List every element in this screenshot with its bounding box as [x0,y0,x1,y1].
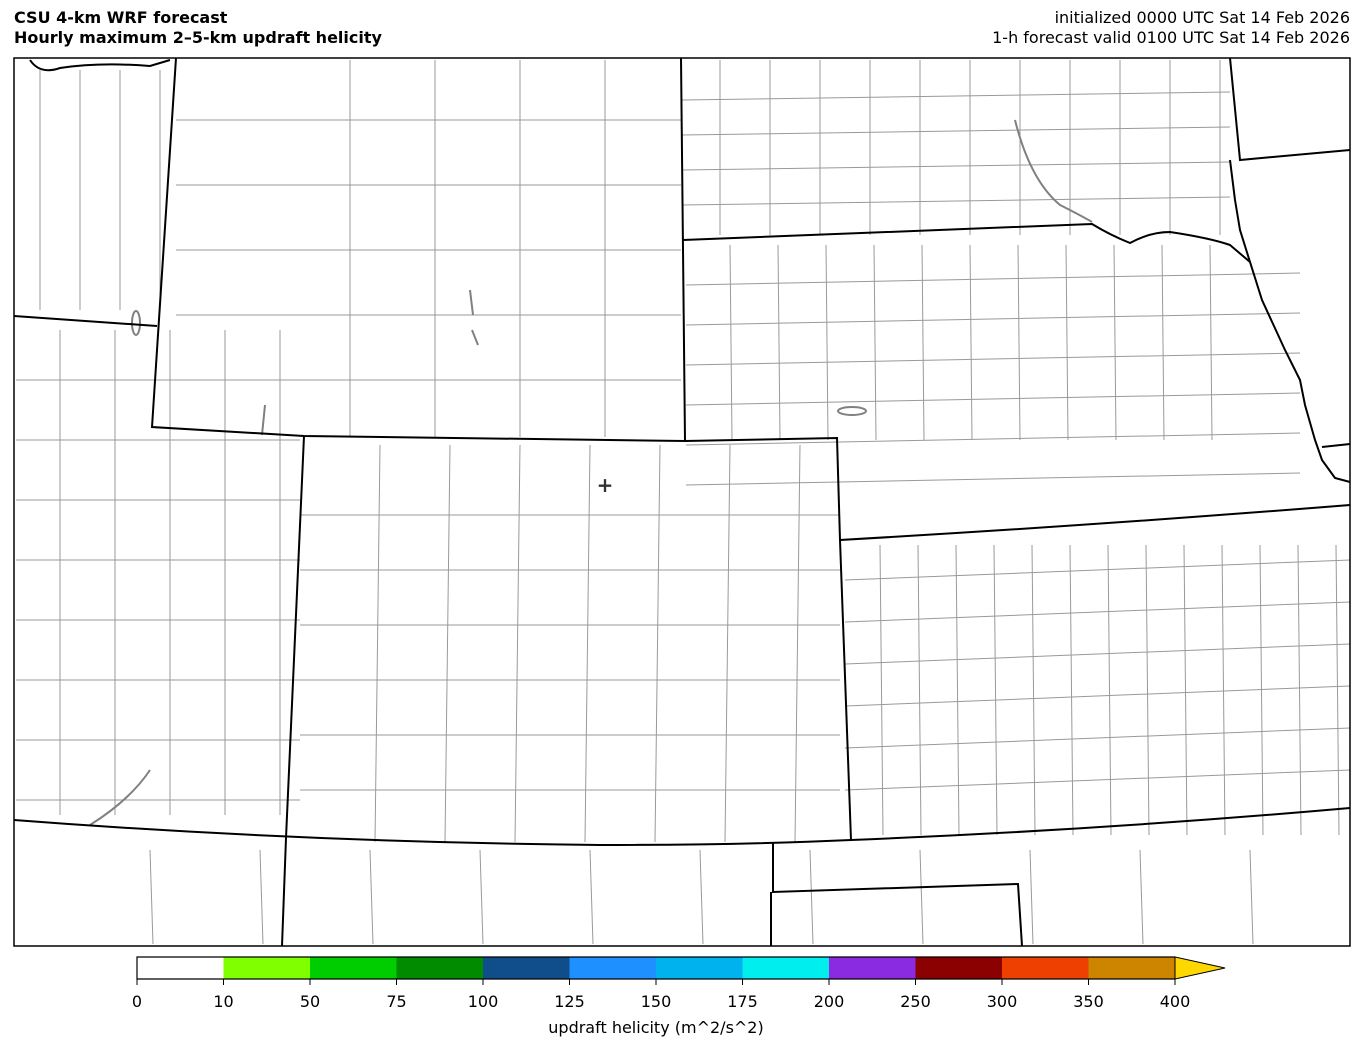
county-line [685,472,1301,486]
colorbar-segment [396,957,484,979]
county-line [1249,849,1254,945]
county-line [993,544,998,836]
colorbar-tick-label: 10 [213,992,234,1011]
county-line [584,444,591,843]
plus-marker-icon: + [597,473,614,497]
colorbar [136,956,1226,985]
county-line [1017,244,1021,441]
county-line [825,244,829,441]
init-time: initialized 0000 UTC Sat 14 Feb 2026 [1054,8,1350,27]
valid-time: 1-h forecast valid 0100 UTC Sat 14 Feb 2… [992,28,1350,47]
colorbar-segment [137,957,224,979]
county-line [879,544,884,836]
county-line [1297,544,1302,836]
title-line1: CSU 4-km WRF forecast [14,8,228,27]
county-line [681,91,1231,101]
county-line [955,544,960,836]
colorbar-tick-label: 125 [554,992,585,1011]
county-line [685,272,1301,286]
county-line [681,196,1231,206]
county-line [681,126,1231,136]
colorbar-segment [829,957,916,979]
colorbar-segment [310,957,397,979]
county-line [589,849,594,945]
county-line [1139,849,1144,945]
county-line [514,444,521,843]
county-line [969,244,973,441]
county-line [1069,544,1074,836]
colorbar-segment [742,957,830,979]
county-line [729,244,733,441]
colorbar-tick-label: 400 [1159,992,1191,1011]
colorbar-segment [1002,957,1089,979]
county-line [921,244,925,441]
colorbar-segment [915,957,1003,979]
county-line [844,559,1351,581]
county-line [844,727,1351,749]
colorbar-segment [483,957,570,979]
county-line [917,544,922,836]
county-line [699,849,704,945]
colorbar-segment [223,957,311,979]
county-line [844,643,1351,665]
county-line [444,444,451,843]
county-line [259,849,264,945]
county-line [1161,244,1165,441]
colorbar-tick-label: 250 [900,992,931,1011]
county-line [685,312,1301,326]
county-line [1335,544,1340,836]
county-line [1031,544,1036,836]
county-line [149,849,154,945]
county-line [681,161,1231,171]
county-line [844,769,1351,791]
county-line [685,432,1301,446]
county-line [809,849,814,945]
county-line [479,849,484,945]
county-line [844,685,1351,707]
county-line [1107,544,1112,836]
colorbar-tick-label: 50 [299,992,321,1011]
colorbar-extend-arrow [1174,956,1226,980]
colorbar-label: updraft helicity (m^2/s^2) [548,1018,764,1037]
colorbar-tick-label: 100 [467,992,499,1011]
county-line [369,849,374,945]
county-line [1145,544,1150,836]
colorbar-segment [569,957,657,979]
colorbar-tick-label: 0 [131,992,143,1011]
map-frame [13,57,1351,947]
colorbar-tick-label: 350 [1073,992,1104,1011]
county-line [724,444,731,843]
state-borders [13,57,1351,947]
colorbar-tick-label: 175 [727,992,758,1011]
title-line2: Hourly maximum 2–5-km updraft helicity [14,28,382,47]
county-line [1065,244,1069,441]
colorbar-segment [1088,957,1176,979]
county-line [1183,544,1188,836]
water-bodies [89,119,1093,826]
colorbar-tick-label: 300 [986,992,1018,1011]
county-line [1029,849,1034,945]
county-line [919,849,924,945]
county-borders [16,60,1351,945]
county-line [777,244,781,441]
county-line [654,444,661,843]
colorbar-tick-label: 75 [386,992,407,1011]
county-line [794,444,801,843]
county-line [374,444,381,843]
colorbar-segment [656,957,743,979]
colorbar-tick-label: 150 [640,992,672,1011]
county-line [685,352,1301,366]
colorbar-tick-label: 200 [813,992,845,1011]
county-line [1221,544,1226,836]
county-line [844,601,1351,623]
county-line [873,244,877,441]
county-line [1209,244,1213,441]
county-line [685,392,1301,406]
county-line [1113,244,1117,441]
